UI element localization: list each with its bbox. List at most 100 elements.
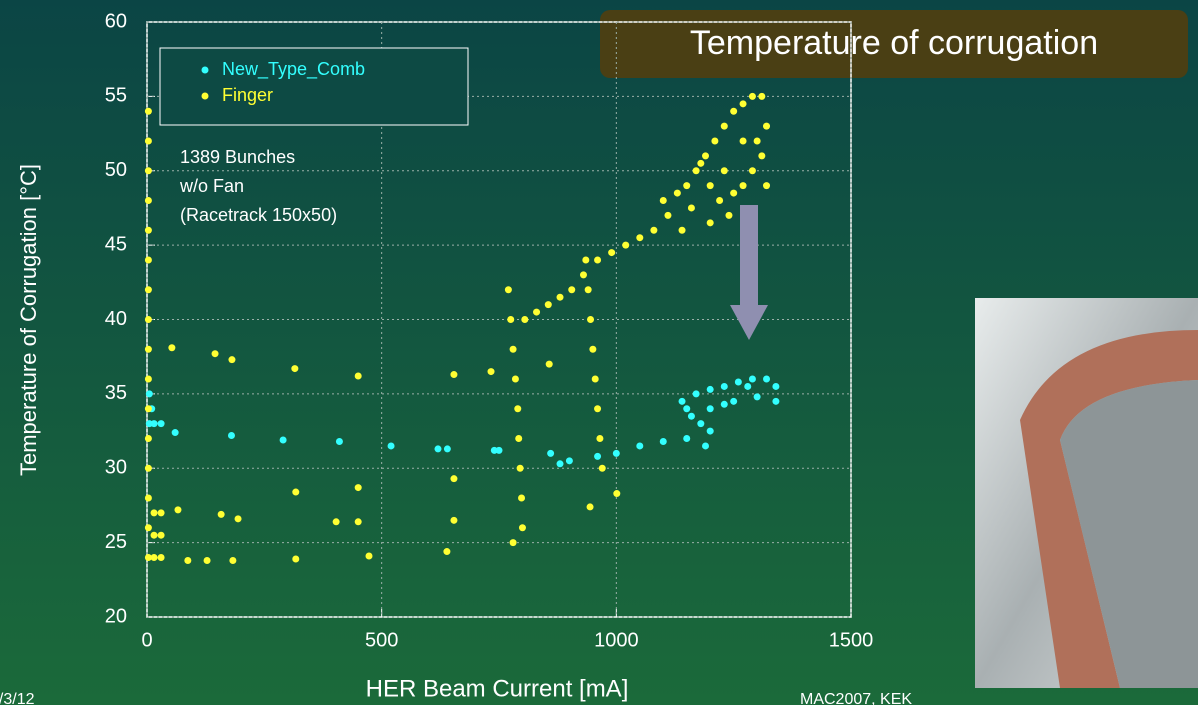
- point: [333, 518, 340, 525]
- point: [229, 557, 236, 564]
- y-tick-label: 20: [105, 605, 127, 627]
- point: [434, 445, 441, 452]
- point: [596, 435, 603, 442]
- slide: Temperature of corrugation 1389 Bunches …: [0, 0, 1198, 705]
- point: [512, 376, 519, 383]
- point: [589, 346, 596, 353]
- point: [587, 316, 594, 323]
- annotation: (Racetrack 150x50): [180, 205, 337, 225]
- y-axis-label: Temperature of Corrugation [°C]: [16, 164, 41, 476]
- point: [557, 460, 564, 467]
- y-tick-label: 30: [105, 457, 127, 479]
- point: [174, 506, 181, 513]
- y-tick-label: 55: [105, 85, 127, 107]
- point: [716, 197, 723, 204]
- point: [758, 152, 765, 159]
- point: [280, 436, 287, 443]
- point: [721, 383, 728, 390]
- point: [151, 420, 158, 427]
- point: [580, 271, 587, 278]
- point: [763, 123, 770, 130]
- point: [592, 376, 599, 383]
- legend-label: Finger: [222, 85, 273, 105]
- point: [587, 503, 594, 510]
- point: [184, 557, 191, 564]
- point: [721, 123, 728, 130]
- point: [758, 93, 765, 100]
- point: [749, 93, 756, 100]
- point: [450, 517, 457, 524]
- point: [735, 378, 742, 385]
- point: [151, 554, 158, 561]
- point: [158, 532, 165, 539]
- point: [674, 190, 681, 197]
- annotation: w/o Fan: [179, 176, 244, 196]
- point: [697, 160, 704, 167]
- point: [707, 428, 714, 435]
- point: [594, 405, 601, 412]
- point: [693, 167, 700, 174]
- y-tick-label: 50: [105, 159, 127, 181]
- point: [204, 557, 211, 564]
- point: [450, 475, 457, 482]
- annotation: 1389 Bunches: [180, 147, 295, 167]
- footer-date: 7/3/12: [0, 691, 35, 705]
- x-tick-label: 0: [141, 629, 152, 651]
- point: [488, 368, 495, 375]
- point: [599, 465, 606, 472]
- point: [697, 420, 704, 427]
- point: [702, 442, 709, 449]
- point: [749, 167, 756, 174]
- point: [235, 515, 242, 522]
- point: [292, 555, 299, 562]
- point: [158, 420, 165, 427]
- point: [660, 197, 667, 204]
- point: [679, 398, 686, 405]
- point: [517, 465, 524, 472]
- point: [496, 447, 503, 454]
- point: [388, 442, 395, 449]
- point: [702, 152, 709, 159]
- point: [145, 197, 152, 204]
- legend-marker: [202, 67, 209, 74]
- point: [707, 386, 714, 393]
- point: [688, 204, 695, 211]
- x-axis-label: HER Beam Current [mA]: [366, 675, 629, 702]
- y-tick-label: 45: [105, 233, 127, 255]
- point: [146, 390, 153, 397]
- point: [679, 227, 686, 234]
- chart-title: Temperature of corrugation: [690, 24, 1098, 62]
- point: [546, 361, 553, 368]
- point: [683, 182, 690, 189]
- point: [707, 405, 714, 412]
- footer-source: MAC2007, KEK: [800, 691, 912, 705]
- photo: [975, 298, 1198, 688]
- point: [582, 257, 589, 264]
- point: [613, 490, 620, 497]
- point: [683, 435, 690, 442]
- point: [291, 365, 298, 372]
- point: [145, 346, 152, 353]
- point: [228, 432, 235, 439]
- point: [510, 539, 517, 546]
- point: [725, 212, 732, 219]
- point: [151, 532, 158, 539]
- point: [145, 316, 152, 323]
- point: [568, 286, 575, 293]
- point: [145, 257, 152, 264]
- point: [721, 167, 728, 174]
- point: [510, 346, 517, 353]
- point: [547, 450, 554, 457]
- point: [355, 484, 362, 491]
- point: [730, 108, 737, 115]
- point: [355, 373, 362, 380]
- point: [514, 405, 521, 412]
- point: [585, 286, 592, 293]
- point: [515, 435, 522, 442]
- x-tick-label: 1500: [829, 629, 874, 651]
- point: [721, 401, 728, 408]
- legend-marker: [202, 93, 209, 100]
- point: [683, 405, 690, 412]
- point: [168, 344, 175, 351]
- point: [145, 376, 152, 383]
